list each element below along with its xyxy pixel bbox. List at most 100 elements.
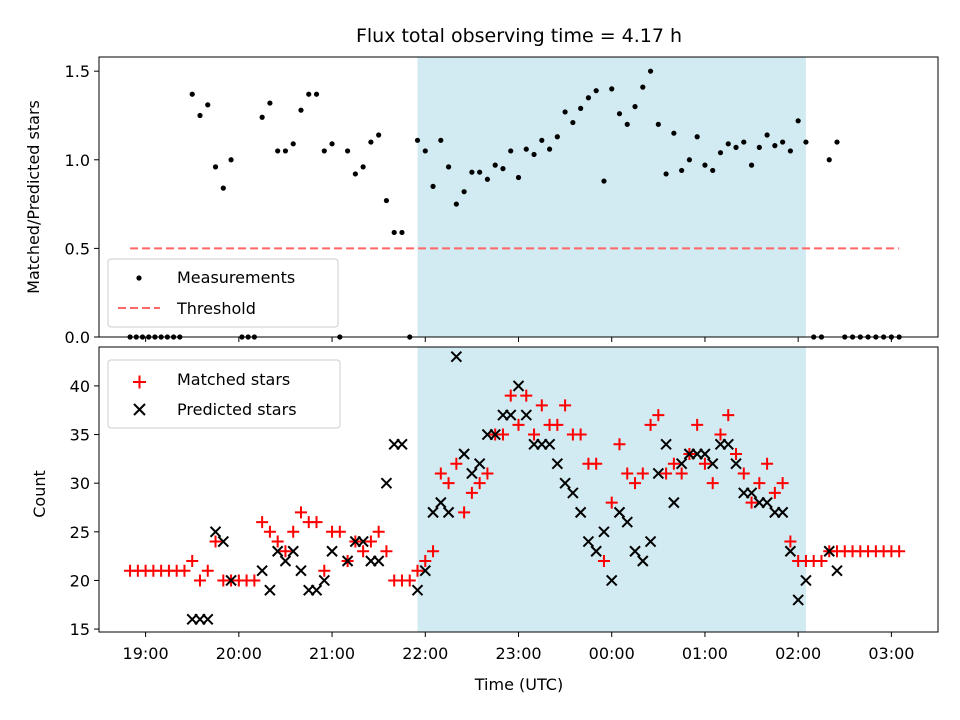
measurement-point bbox=[212, 164, 219, 170]
legend-measurements-marker bbox=[136, 275, 142, 281]
matched-star-point bbox=[730, 447, 743, 460]
predicted-star-point bbox=[551, 458, 564, 470]
matched-star-point bbox=[434, 467, 447, 480]
measurement-point bbox=[624, 121, 630, 127]
predicted-star-point bbox=[419, 565, 431, 577]
measurement-point bbox=[748, 162, 755, 168]
predicted-star-point bbox=[722, 438, 734, 450]
matched-star-point bbox=[427, 545, 440, 558]
measurement-point bbox=[313, 91, 320, 97]
matched-star-point bbox=[559, 399, 572, 412]
measurement-point bbox=[834, 139, 840, 145]
bottom-y-tick-label: 20 bbox=[70, 571, 90, 590]
top-y-tick-label: 0.0 bbox=[65, 328, 90, 347]
predicted-star-point bbox=[784, 545, 797, 557]
measurement-point bbox=[640, 84, 646, 90]
predicted-star-point bbox=[202, 613, 214, 626]
measurement-point bbox=[546, 146, 553, 152]
predicted-star-point bbox=[792, 594, 804, 606]
predicted-star-point bbox=[372, 555, 385, 567]
measurement-point bbox=[570, 119, 576, 126]
measurement-point bbox=[391, 229, 397, 236]
measurement-point bbox=[609, 86, 615, 92]
measurement-point bbox=[562, 109, 568, 115]
matched-star-point bbox=[411, 564, 424, 577]
matched-star-point bbox=[675, 467, 688, 480]
measurement-point bbox=[368, 139, 374, 145]
matched-star-point bbox=[551, 418, 564, 431]
matched-star-point bbox=[512, 418, 525, 431]
matched-star-point bbox=[318, 564, 331, 577]
matched-star-point bbox=[287, 525, 300, 538]
measurement-point bbox=[655, 121, 661, 127]
measurement-point bbox=[422, 148, 428, 154]
predicted-star-point bbox=[318, 574, 330, 587]
x-tick-label: 19:00 bbox=[123, 644, 169, 663]
predicted-star-point bbox=[287, 545, 299, 557]
measurement-point bbox=[679, 167, 685, 174]
measurement-point bbox=[306, 91, 312, 97]
measurement-point bbox=[453, 201, 459, 207]
matched-star-point bbox=[590, 457, 603, 470]
matched-star-point bbox=[279, 545, 292, 558]
matched-star-point bbox=[473, 477, 486, 490]
measurement-point bbox=[601, 178, 607, 184]
top-shaded-interval bbox=[417, 57, 806, 337]
predicted-star-point bbox=[310, 584, 323, 596]
measurement-point bbox=[399, 229, 405, 236]
matched-star-point bbox=[504, 389, 517, 402]
matched-star-point bbox=[768, 486, 781, 499]
matched-star-point bbox=[815, 554, 828, 567]
predicted-star-point bbox=[326, 545, 338, 557]
measurement-point bbox=[508, 148, 514, 154]
predicted-star-point bbox=[823, 545, 835, 557]
predicted-star-point bbox=[411, 584, 424, 596]
matched-star-point bbox=[310, 516, 323, 529]
predicted-star-point bbox=[543, 438, 556, 450]
measurement-point bbox=[803, 139, 809, 145]
bottom-y-axis-label: Count bbox=[30, 470, 49, 518]
predicted-star-point bbox=[730, 458, 742, 470]
measurement-point bbox=[741, 139, 747, 145]
matched-star-point bbox=[660, 467, 673, 480]
matched-star-point bbox=[442, 477, 455, 490]
bottom-y-tick-label: 35 bbox=[70, 426, 90, 445]
x-axis-label: Time (UTC) bbox=[474, 675, 563, 694]
predicted-star-point bbox=[699, 448, 711, 460]
predicted-star-point bbox=[675, 458, 688, 470]
matched-star-point bbox=[256, 516, 269, 529]
x-tick-label: 20:00 bbox=[216, 644, 262, 663]
predicted-star-point bbox=[520, 409, 532, 421]
bottom-y-tick-label: 25 bbox=[70, 523, 90, 542]
x-tick-label: 21:00 bbox=[309, 644, 355, 663]
measurement-point bbox=[826, 157, 832, 163]
predicted-star-point bbox=[505, 409, 517, 421]
predicted-star-point bbox=[668, 496, 680, 509]
matched-star-point bbox=[520, 389, 533, 402]
predicted-star-point bbox=[512, 380, 525, 392]
predicted-star-point bbox=[567, 487, 579, 499]
measurement-point bbox=[702, 162, 708, 168]
matched-star-point bbox=[753, 477, 766, 490]
matched-star-point bbox=[465, 486, 478, 499]
measurement-point bbox=[438, 137, 444, 143]
matched-star-point bbox=[644, 418, 657, 431]
predicted-star-point bbox=[225, 574, 237, 587]
matched-star-point bbox=[621, 467, 634, 480]
predicted-star-point bbox=[217, 535, 230, 548]
measurement-point bbox=[290, 141, 296, 147]
legend-predicted-marker bbox=[133, 403, 146, 416]
bottom-panel: 15 20 25 30 35 40 19:00 20:00 21:00 22:00 23:00 00:… bbox=[70, 346, 939, 663]
measurement-point bbox=[477, 169, 483, 175]
predicted-star-point bbox=[745, 487, 758, 499]
top-y-axis-label: Matched/Predicted stars bbox=[24, 100, 43, 294]
legend-measurements-label: Measurements bbox=[177, 268, 295, 287]
bottom-legend: Matched stars Predicted stars bbox=[107, 359, 341, 429]
matched-star-point bbox=[893, 545, 906, 558]
top-legend-box bbox=[107, 258, 339, 328]
matched-star-point bbox=[761, 457, 774, 470]
chart-title: Flux total observing time = 4.17 h bbox=[356, 25, 682, 47]
measurement-point bbox=[500, 166, 506, 172]
predicted-star-point bbox=[295, 565, 307, 577]
